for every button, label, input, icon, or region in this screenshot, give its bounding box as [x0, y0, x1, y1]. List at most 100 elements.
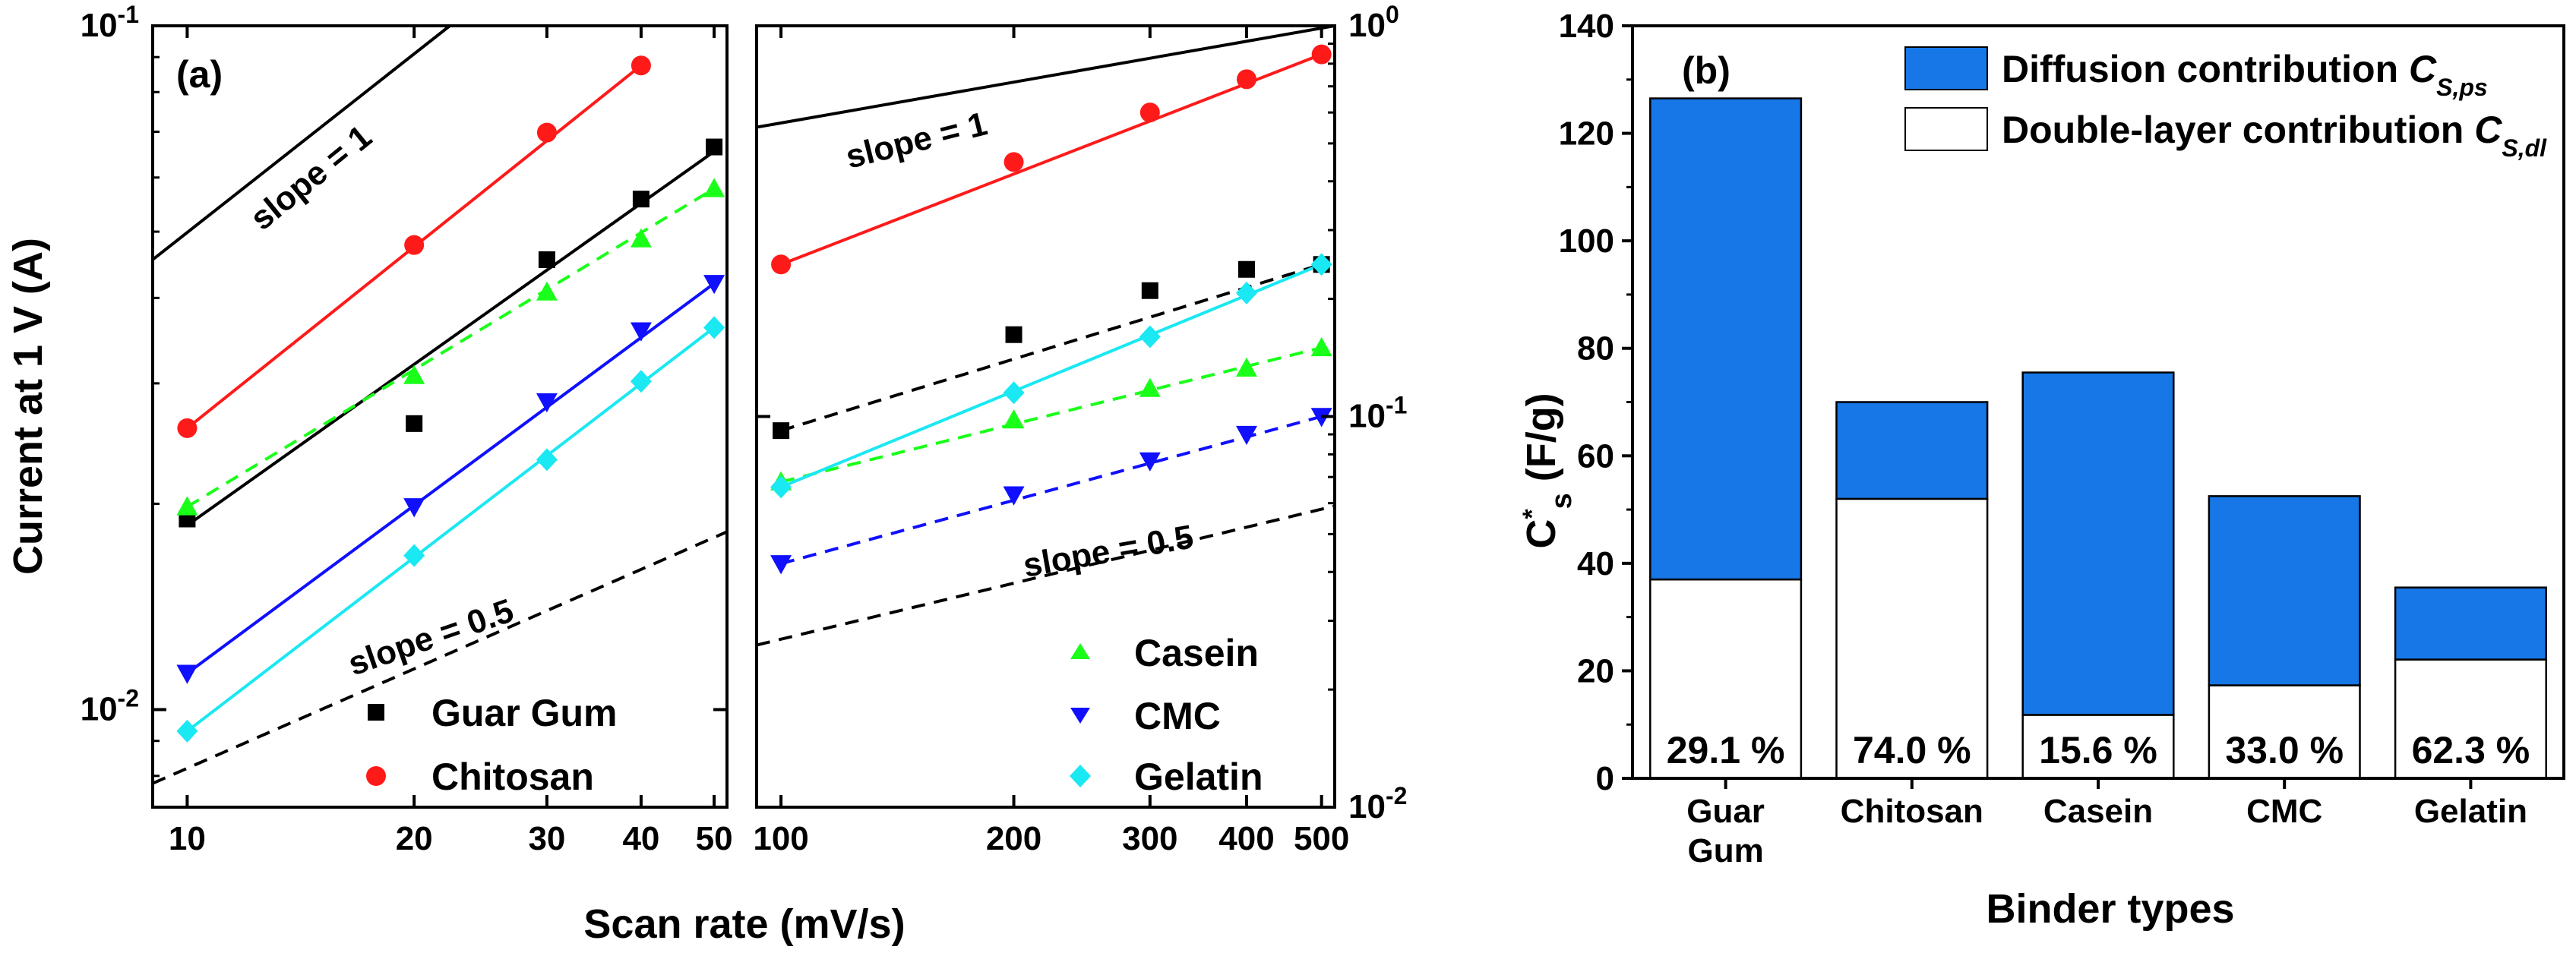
a-right-point-gelatin — [1003, 381, 1025, 405]
panel-a-x-axis-title: Scan rate (mV/s) — [583, 901, 905, 947]
a-left-frame — [151, 24, 729, 809]
a-right-point-gelatin — [1139, 325, 1161, 349]
a-right-y-tick-base: 10 — [1348, 788, 1386, 825]
legend-symbol-diffusion: C — [2409, 48, 2437, 90]
a-left-fit-casein — [186, 187, 716, 509]
a-left-x-tick-label: 20 — [396, 820, 433, 857]
a-right-y-tick-label: 10-2 — [1348, 782, 1407, 825]
a-right-point-casein — [1310, 336, 1332, 357]
a-right-point-gelatin — [1236, 281, 1258, 304]
a-left-point-chitosan — [631, 55, 651, 76]
a-right-point-guar-gum — [1141, 282, 1158, 299]
bar-diffusion — [2021, 371, 2175, 716]
a-left-point-cmc — [176, 664, 198, 684]
a-left-point-cmc — [403, 498, 425, 518]
a-left-point-casein — [536, 281, 558, 301]
a-right-point-gelatin — [1310, 253, 1332, 276]
bar-double-layer — [2021, 714, 2175, 780]
a-right-x-tick-label: 300 — [1122, 820, 1177, 857]
legend-swatch-diffusion — [1904, 46, 1988, 90]
legend-subscript-diffusion: S,ps — [2436, 74, 2488, 101]
a-left-point-chitosan — [177, 418, 198, 438]
a-left-point-casein — [176, 496, 198, 516]
x-category-label: Chitosan — [1841, 793, 1983, 830]
legend-label-guar-gum: Guar Gum — [431, 692, 617, 734]
legend-label-chitosan: Chitosan — [431, 756, 594, 798]
a-right-y-tick-base: 10 — [1348, 7, 1386, 44]
y-tick-label: 0 — [1596, 760, 1614, 797]
x-category-label: Guar — [1686, 793, 1765, 830]
a-right-point-cmc — [770, 555, 792, 575]
a-left-fit-guar-gum — [186, 150, 716, 527]
panel-a-right-legend: Casein CMC Gelatin — [1070, 632, 1263, 798]
a-right-fit-chitosan — [780, 52, 1323, 267]
a-left-point-casein — [403, 364, 425, 384]
a-right-x-tick-label: 400 — [1218, 820, 1274, 857]
a-right-point-guar-gum — [1238, 260, 1256, 278]
a-left-y-tick-exponent: -1 — [118, 1, 139, 28]
a-right-point-casein — [1139, 377, 1161, 397]
a-left-point-guar-gum — [538, 251, 555, 268]
panel-b-legend: Diffusion contribution CS,ps Double-laye… — [1904, 46, 2547, 162]
legend-label-double-layer: Double-layer contribution CS,dl — [2002, 109, 2547, 162]
a-left-point-guar-gum — [706, 138, 723, 156]
a-right-y-tick-label: 10-1 — [1348, 392, 1407, 435]
a-right-x-tick-label: 100 — [753, 820, 808, 857]
a-right-point-guar-gum — [1005, 326, 1022, 343]
a-left-point-chitosan — [404, 235, 425, 255]
legend-text-double-layer: Double-layer contribution — [2002, 109, 2474, 151]
y-tick-label: 140 — [1559, 8, 1614, 45]
bar-percent-label: 15.6 % — [2039, 729, 2157, 771]
a-right-point-guar-gum — [773, 422, 790, 440]
legend-marker-casein — [1070, 643, 1090, 659]
a-right-point-casein — [1236, 357, 1258, 377]
a-right-point-cmc — [1003, 486, 1025, 506]
a-right-fit-gelatin — [780, 263, 1323, 489]
a-left-plot-area — [153, 26, 727, 785]
y-tick-label: 40 — [1577, 545, 1614, 582]
legend-marker-chitosan — [366, 766, 386, 786]
legend-marker-gelatin — [1070, 765, 1091, 787]
panel-b-y-axis-title: C*s (F/g) — [1518, 393, 1578, 548]
bar-diffusion — [2394, 586, 2547, 661]
a-left-x-tick-label: 30 — [528, 820, 565, 857]
a-right-point-gelatin — [770, 475, 792, 499]
a-right-y-tick-exponent: 0 — [1386, 1, 1399, 28]
a-right-point-chitosan — [771, 254, 792, 275]
a-right-fit-casein — [780, 345, 1323, 484]
a-right-y-tick-base: 10 — [1348, 398, 1386, 435]
a-left-point-gelatin — [176, 719, 198, 743]
a-right-point-casein — [1003, 409, 1025, 429]
y-tick-label: 20 — [1577, 652, 1614, 689]
a-left-point-cmc — [703, 275, 725, 295]
legend-text-diffusion: Diffusion contribution — [2002, 48, 2409, 90]
a-left-point-gelatin — [403, 544, 425, 567]
bar-double-layer — [1649, 578, 1803, 780]
bar-diffusion — [1649, 97, 1803, 581]
legend-swatch-double-layer — [1904, 107, 1988, 151]
legend-label-casein: Casein — [1134, 632, 1259, 674]
bar-diffusion — [1835, 401, 1989, 500]
bar-double-layer — [1835, 497, 1989, 780]
y-tick-label: 80 — [1577, 330, 1614, 368]
a-left-point-chitosan — [536, 122, 557, 143]
x-category-label: CMC — [2246, 793, 2322, 830]
a-right-point-chitosan — [1237, 69, 1257, 90]
panel-a-y-axis-title: Current at 1 V (A) — [5, 238, 51, 575]
panel-b-x-axis-title: Binder types — [1986, 886, 2234, 932]
legend-label-diffusion: Diffusion contribution CS,ps — [2002, 48, 2488, 101]
a-left-y-tick-label: 10-2 — [81, 685, 139, 728]
panel-b-label: (b) — [1682, 49, 1731, 92]
y-tick-label: 120 — [1559, 115, 1614, 153]
a-right-y-tick-exponent: -1 — [1386, 392, 1407, 419]
a-right-point-cmc — [1139, 452, 1161, 472]
a-left-y-tick-exponent: -2 — [118, 685, 139, 712]
legend-label-gelatin: Gelatin — [1134, 756, 1263, 798]
a-left-point-cmc — [630, 322, 652, 342]
a-left-fit-cmc — [186, 282, 716, 675]
a-left-fit-gelatin — [186, 326, 716, 733]
bar-percent-label: 33.0 % — [2225, 729, 2344, 771]
a-left-x-tick-label: 50 — [696, 820, 733, 857]
a-left-y-tick-label: 10-1 — [81, 1, 139, 44]
